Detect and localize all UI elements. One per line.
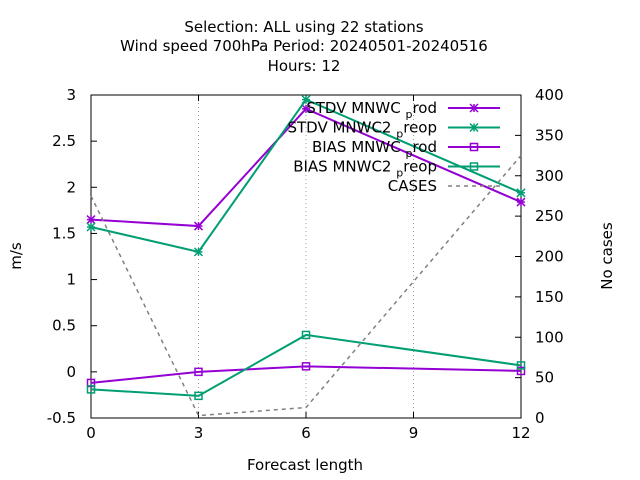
y2-tick-label: 250 <box>535 207 564 225</box>
legend-label: CASES <box>388 177 437 195</box>
y2-tick-label: 300 <box>535 167 564 185</box>
y-tick-label: 1 <box>66 271 76 289</box>
axis-ticks: 0 3 6 9 12 -0.5 0 0.5 1 1.5 2 2.5 3 0 50 100 150 200 250 30… <box>47 86 564 442</box>
y-tick-label: 0.5 <box>52 317 76 335</box>
x-tick-label: 9 <box>409 424 419 442</box>
data-point <box>301 95 311 105</box>
y2-axis-label: No cases <box>598 222 616 290</box>
legend-marker <box>469 122 479 133</box>
data-point <box>86 385 96 394</box>
data-point <box>516 366 526 376</box>
legend-label: STDV MNWC2 preop <box>287 119 437 141</box>
y2-tick-label: 400 <box>535 86 564 104</box>
data-point <box>301 104 311 114</box>
chart-title-line-3: Hours: 12 <box>268 57 341 75</box>
y2-tick-label: 200 <box>535 248 564 266</box>
x-tick-label: 3 <box>194 424 204 442</box>
legend-label: BIAS MNWC2 preop <box>293 158 437 180</box>
series-line-0 <box>90 107 522 228</box>
y-tick-label: -0.5 <box>47 409 76 427</box>
legend-marker <box>469 162 479 171</box>
chart-title-line-2: Wind speed 700hPa Period: 20240501-20240… <box>120 37 488 55</box>
y-axis-label: m/s <box>7 242 25 270</box>
y-tick-label: 3 <box>66 86 76 104</box>
y2-tick-label: 50 <box>535 369 554 387</box>
y2-tick-label: 150 <box>535 288 564 306</box>
series-line-2 <box>90 365 522 384</box>
data-point <box>86 215 96 225</box>
y-tick-label: 2.5 <box>52 132 76 150</box>
y2-tick-label: 0 <box>535 409 545 427</box>
data-point <box>194 391 203 401</box>
y-tick-label: 2 <box>66 178 76 196</box>
data-point <box>193 247 204 257</box>
y-tick-label: 0 <box>66 363 76 381</box>
chart-title-line-1: Selection: ALL using 22 stations <box>184 18 423 36</box>
x-tick-label: 0 <box>86 424 96 442</box>
data-point <box>193 221 204 231</box>
legend-marker <box>469 103 479 113</box>
series-line-4 <box>90 155 522 417</box>
data-point <box>516 197 526 207</box>
legend-marker <box>469 142 479 152</box>
x-tick-label: 12 <box>511 424 530 442</box>
data-point <box>301 330 311 340</box>
x-axis-label: Forecast length <box>247 456 363 474</box>
x-tick-label: 6 <box>301 424 311 442</box>
data-point <box>194 367 203 377</box>
y-tick-label: 1.5 <box>52 224 76 242</box>
data-point <box>516 361 526 370</box>
series-group <box>86 95 526 417</box>
y2-tick-label: 100 <box>535 328 564 346</box>
y2-tick-label: 350 <box>535 126 564 144</box>
legend-label: BIAS MNWC prod <box>312 138 437 160</box>
series-line-1 <box>90 98 522 254</box>
series-line-3 <box>90 333 522 397</box>
legend-label: STDV MNWC prod <box>306 99 437 121</box>
data-point <box>516 188 526 198</box>
data-point <box>86 222 96 232</box>
data-point <box>301 362 311 371</box>
